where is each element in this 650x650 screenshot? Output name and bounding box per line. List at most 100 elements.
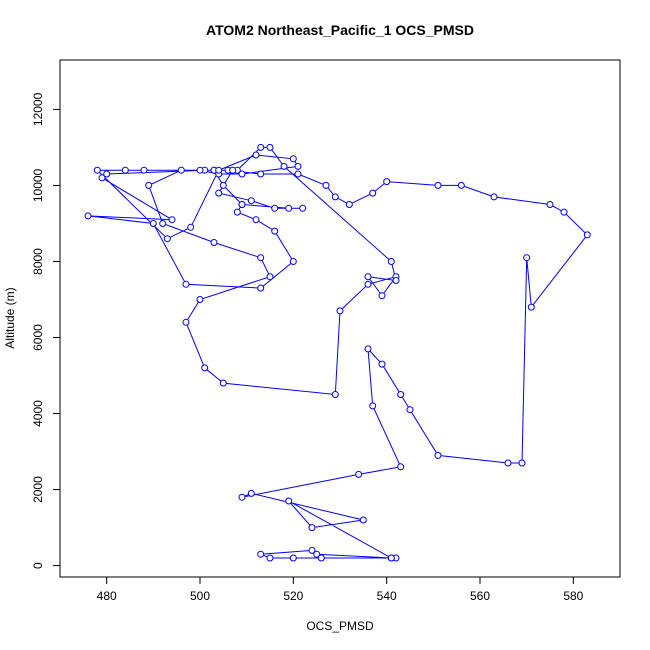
data-point xyxy=(229,166,237,174)
y-tick-label: 2000 xyxy=(31,476,45,503)
data-point xyxy=(163,235,171,243)
data-point xyxy=(98,174,106,182)
data-point xyxy=(378,360,386,368)
data-point xyxy=(397,391,405,398)
data-point xyxy=(392,277,400,284)
data-point xyxy=(145,181,153,189)
y-tick-label: 0 xyxy=(31,562,45,569)
data-point xyxy=(289,258,297,265)
data-point xyxy=(383,178,391,186)
data-point xyxy=(247,489,255,497)
data-point xyxy=(168,216,176,224)
data-point xyxy=(196,166,204,174)
data-point xyxy=(490,193,498,201)
data-point xyxy=(257,284,265,292)
chart-title: ATOM2 Northeast_Pacific_1 OCS_PMSD xyxy=(206,22,474,38)
x-axis-label: OCS_PMSD xyxy=(306,619,374,633)
data-point xyxy=(369,402,377,410)
data-point xyxy=(266,554,274,562)
data-point xyxy=(266,143,274,151)
data-point xyxy=(215,189,223,197)
data-point xyxy=(252,151,260,159)
data-point xyxy=(182,318,190,326)
data-point xyxy=(103,170,111,178)
data-point xyxy=(369,189,377,197)
data-point xyxy=(317,554,325,562)
data-point xyxy=(271,204,279,212)
x-tick-label: 580 xyxy=(563,589,583,603)
x-tick-label: 540 xyxy=(377,589,397,603)
data-point xyxy=(210,239,218,246)
series-layer xyxy=(84,143,591,562)
data-point xyxy=(159,220,167,227)
data-point xyxy=(257,254,265,262)
data-point xyxy=(364,273,372,281)
data-point xyxy=(583,231,591,239)
data-point xyxy=(378,292,386,300)
data-point xyxy=(84,212,92,220)
data-point xyxy=(345,201,353,208)
data-point xyxy=(219,181,227,189)
y-tick-label: 8000 xyxy=(31,248,45,275)
data-point xyxy=(187,223,195,231)
data-point xyxy=(149,220,157,227)
data-point xyxy=(397,463,405,471)
y-axis: 0 2000 4000 6000 8000 10000 12000 xyxy=(31,92,61,569)
y-tick-label: 10000 xyxy=(31,168,45,202)
data-point xyxy=(233,208,241,216)
data-point xyxy=(322,181,330,189)
data-point xyxy=(289,155,297,163)
data-point xyxy=(387,258,395,265)
x-axis: 480 500 520 540 560 580 xyxy=(97,576,584,603)
data-point xyxy=(364,345,372,353)
data-point xyxy=(289,554,297,562)
data-point xyxy=(285,204,293,212)
x-tick-label: 560 xyxy=(470,589,490,603)
data-point xyxy=(257,143,265,151)
y-tick-label: 12000 xyxy=(31,92,45,126)
data-point xyxy=(523,254,531,262)
data-point xyxy=(331,391,339,398)
data-point xyxy=(201,364,209,372)
data-point xyxy=(457,181,465,189)
data-point xyxy=(434,181,442,189)
data-point xyxy=(238,170,246,178)
data-point xyxy=(140,166,148,174)
data-point xyxy=(336,307,344,315)
data-point xyxy=(196,296,204,303)
data-point xyxy=(406,406,414,414)
data-point xyxy=(387,554,395,562)
data-point xyxy=(121,166,129,174)
y-tick-label: 6000 xyxy=(31,324,45,351)
data-point xyxy=(546,201,554,208)
data-point xyxy=(504,459,512,467)
y-tick-label: 4000 xyxy=(31,400,45,427)
data-point xyxy=(238,493,246,501)
data-point xyxy=(247,197,255,205)
x-tick-label: 500 xyxy=(190,589,210,603)
data-point xyxy=(252,216,260,224)
data-point xyxy=(434,451,442,459)
data-point xyxy=(560,208,568,216)
data-point xyxy=(294,162,302,170)
data-point xyxy=(215,166,223,174)
data-point xyxy=(93,166,101,174)
data-point xyxy=(527,303,535,311)
data-point xyxy=(257,550,265,558)
y-axis-label: Altitude (m) xyxy=(3,287,17,348)
data-point xyxy=(359,516,367,524)
data-point xyxy=(238,201,246,208)
data-point xyxy=(313,550,321,558)
data-point xyxy=(177,166,185,174)
data-point xyxy=(219,379,227,387)
data-point xyxy=(308,524,316,532)
x-tick-label: 480 xyxy=(97,589,117,603)
data-point xyxy=(182,280,190,288)
data-point xyxy=(331,193,339,201)
x-tick-label: 520 xyxy=(283,589,303,603)
data-point xyxy=(299,204,307,212)
data-point xyxy=(308,546,316,554)
data-point xyxy=(294,170,302,178)
